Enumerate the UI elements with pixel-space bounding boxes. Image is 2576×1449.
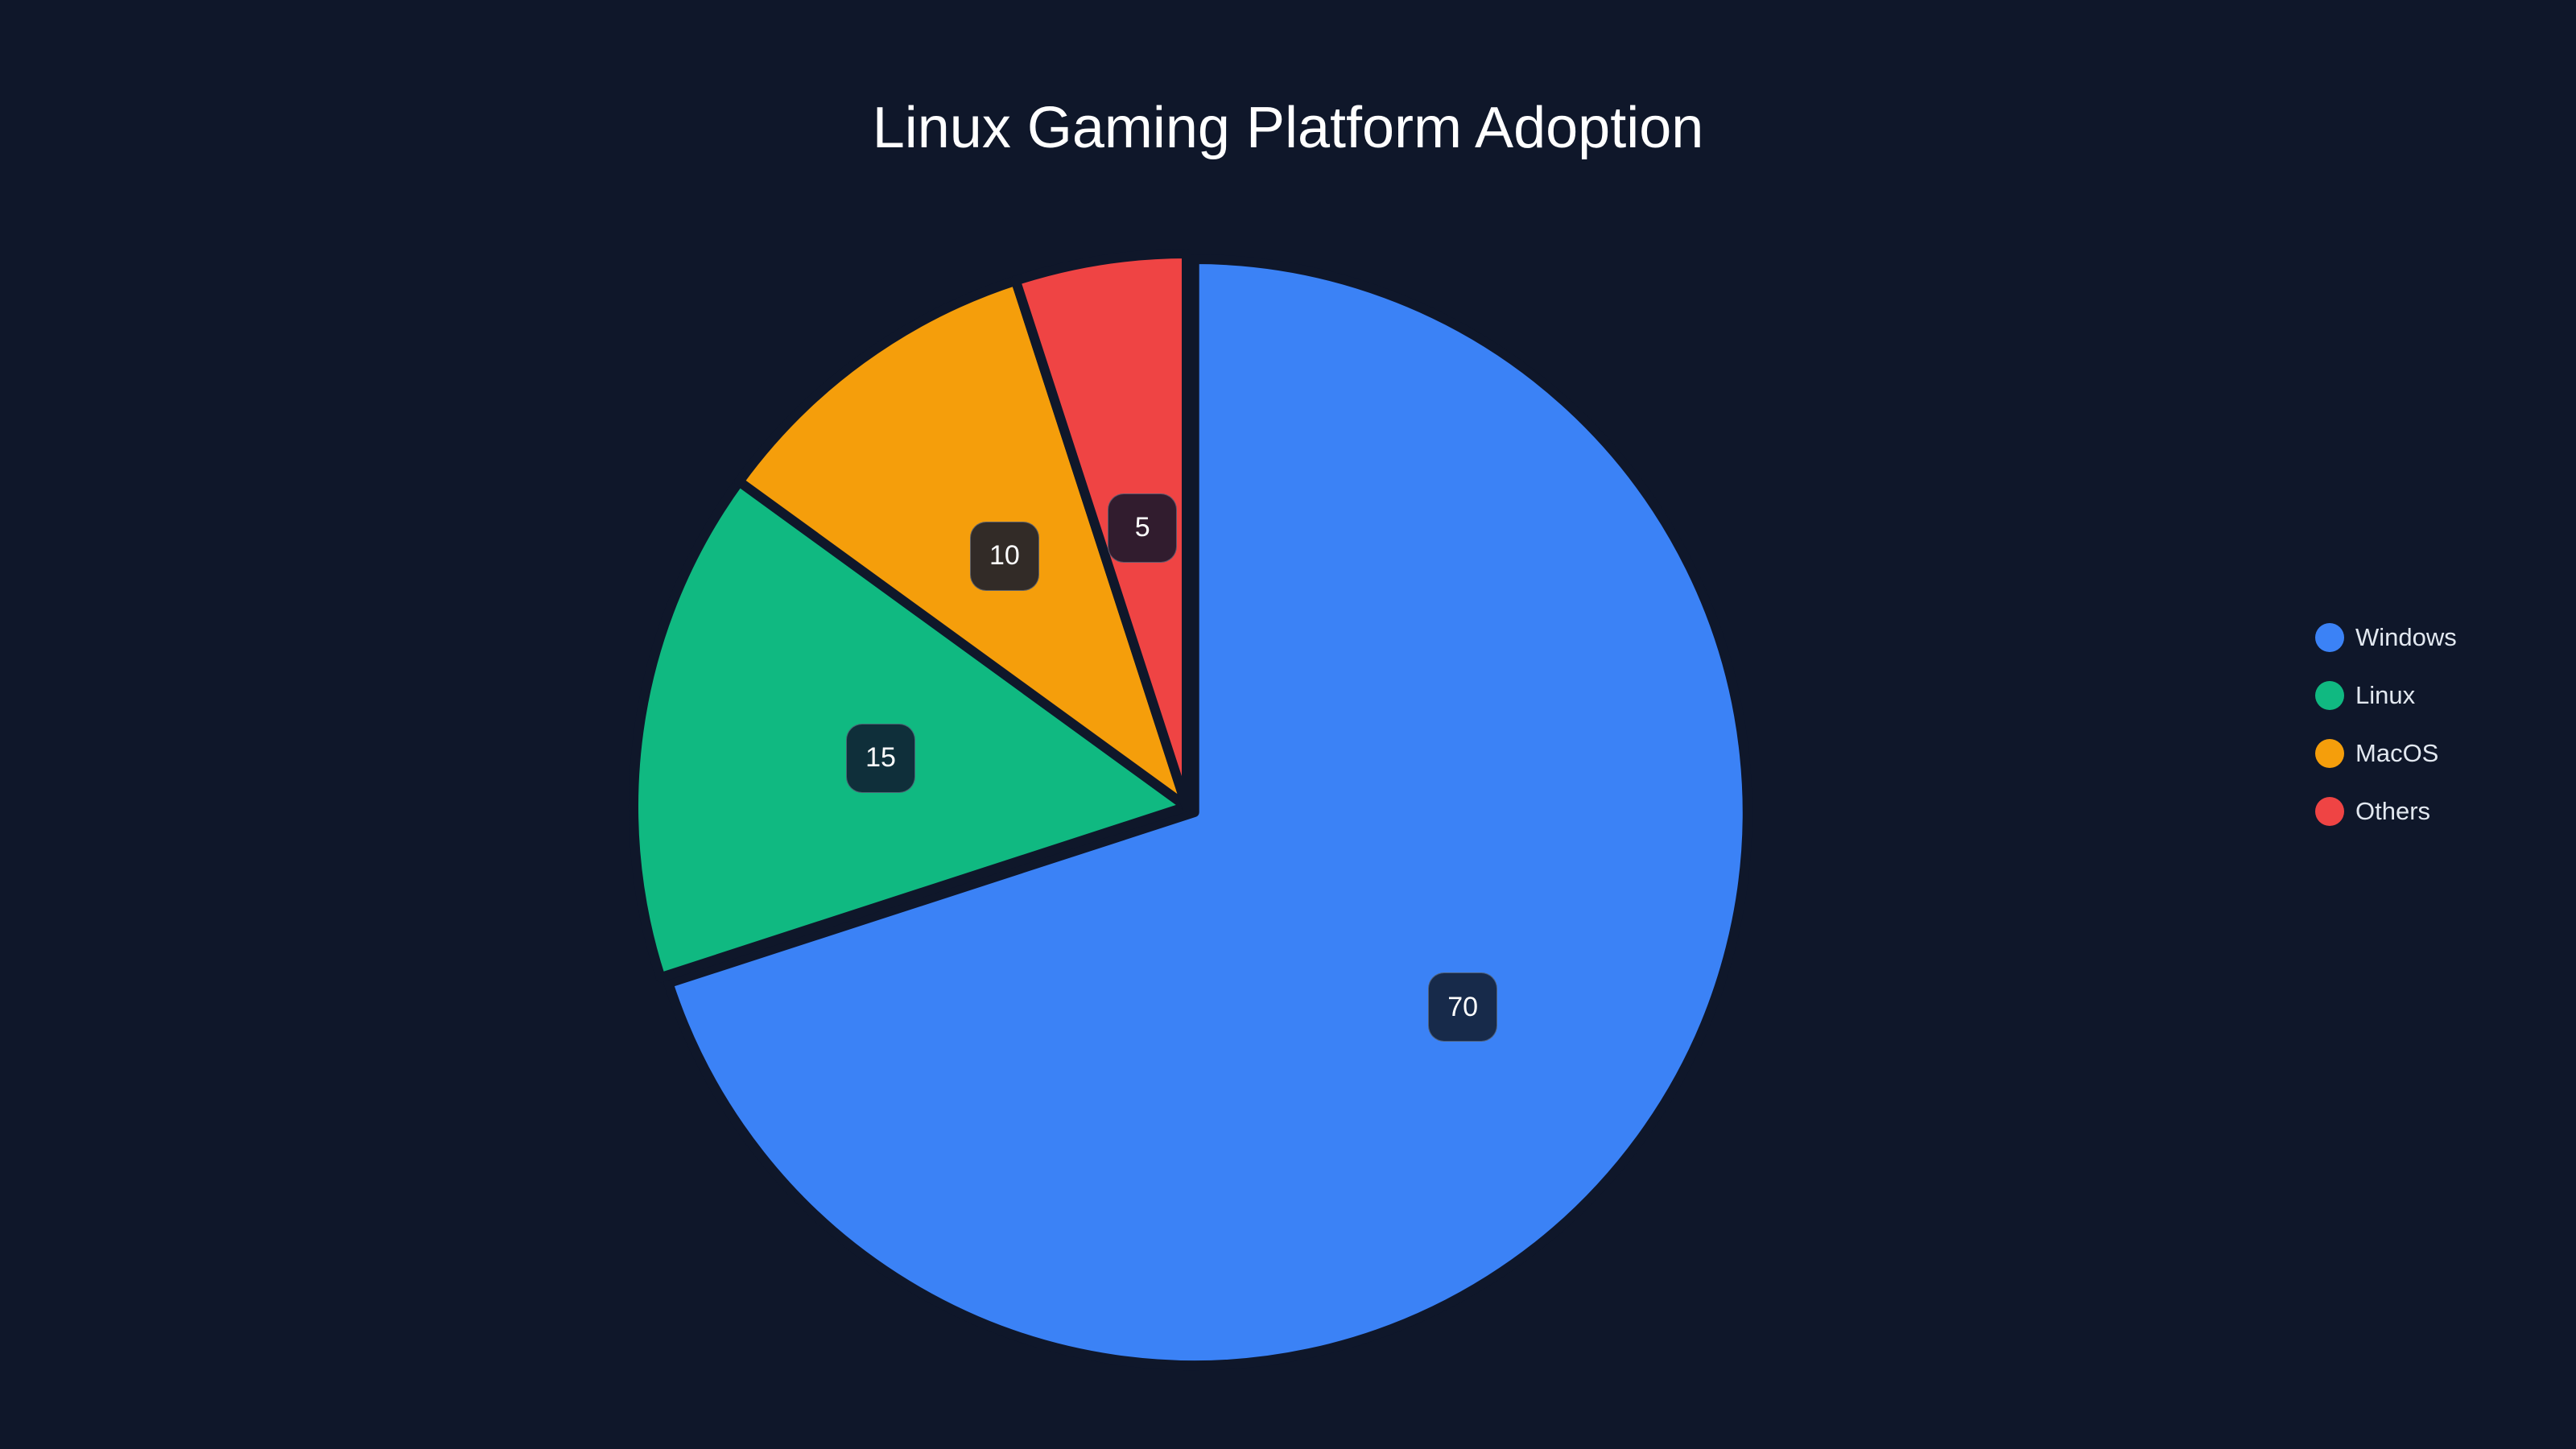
data-label-macos: 10 (969, 521, 1039, 591)
legend: Windows Linux MacOS Others (2315, 623, 2457, 855)
legend-label: Linux (2355, 681, 2416, 709)
chart-title: Linux Gaming Platform Adoption (872, 96, 1704, 160)
legend-label: Others (2355, 797, 2431, 825)
pie-slice-macos[interactable] (734, 275, 1191, 811)
legend-swatch-icon (2315, 797, 2344, 826)
legend-swatch-icon (2315, 739, 2344, 768)
legend-swatch-icon (2315, 681, 2344, 710)
data-label-others: 5 (1108, 493, 1178, 563)
legend-item-macos[interactable]: MacOS (2315, 739, 2457, 768)
legend-item-others[interactable]: Others (2315, 797, 2457, 826)
pie-slice-others[interactable] (1010, 249, 1191, 811)
legend-label: Windows (2355, 623, 2457, 651)
data-label-linux: 15 (846, 723, 916, 793)
legend-item-windows[interactable]: Windows (2315, 623, 2457, 652)
data-label-windows: 70 (1428, 972, 1498, 1042)
legend-item-linux[interactable]: Linux (2315, 681, 2457, 710)
legend-label: MacOS (2355, 739, 2439, 767)
legend-swatch-icon (2315, 623, 2344, 652)
pie-slice-windows[interactable] (663, 254, 1752, 1371)
